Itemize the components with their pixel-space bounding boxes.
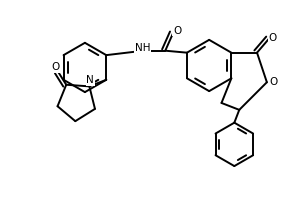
Text: O: O xyxy=(51,62,59,72)
Text: N: N xyxy=(86,75,94,85)
Text: O: O xyxy=(270,77,278,87)
Text: O: O xyxy=(269,33,277,43)
Text: NH: NH xyxy=(135,43,150,53)
Text: O: O xyxy=(173,26,181,36)
